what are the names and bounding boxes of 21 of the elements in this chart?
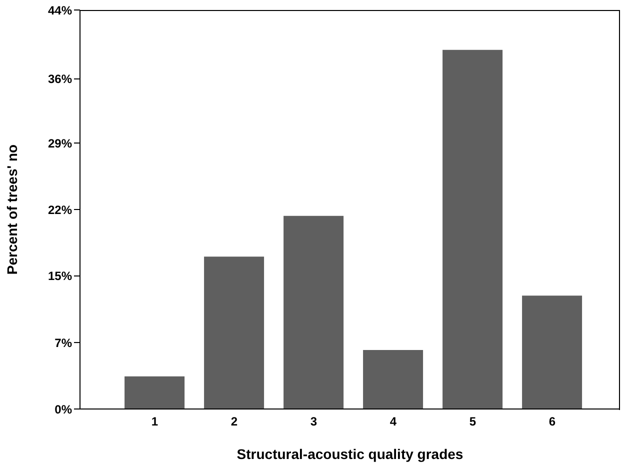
y-tick-label: 7% (54, 336, 72, 350)
y-tick-label: 36% (48, 72, 72, 86)
x-tick-label: 6 (548, 414, 556, 429)
x-tick-label: 2 (230, 414, 238, 429)
y-tick-label: 22% (48, 202, 72, 217)
x-tick-label: 5 (469, 414, 476, 429)
x-tick-label: 1 (151, 414, 158, 429)
x-tick-label: 4 (390, 414, 397, 429)
x-tick-label: 3 (310, 414, 318, 429)
bar (363, 350, 424, 409)
bar (124, 376, 185, 409)
y-tick-label: 44% (48, 3, 72, 18)
bar (522, 296, 582, 409)
y-tick-label: 0% (54, 402, 72, 416)
y-tick-label: 15% (48, 269, 72, 284)
y-axis-title: Percent of trees' no (4, 144, 20, 275)
x-axis-title: Structural-acoustic quality grades (236, 446, 464, 462)
bar (284, 216, 344, 409)
bar (204, 256, 264, 409)
y-tick-label: 29% (48, 136, 72, 150)
bar (442, 50, 503, 409)
